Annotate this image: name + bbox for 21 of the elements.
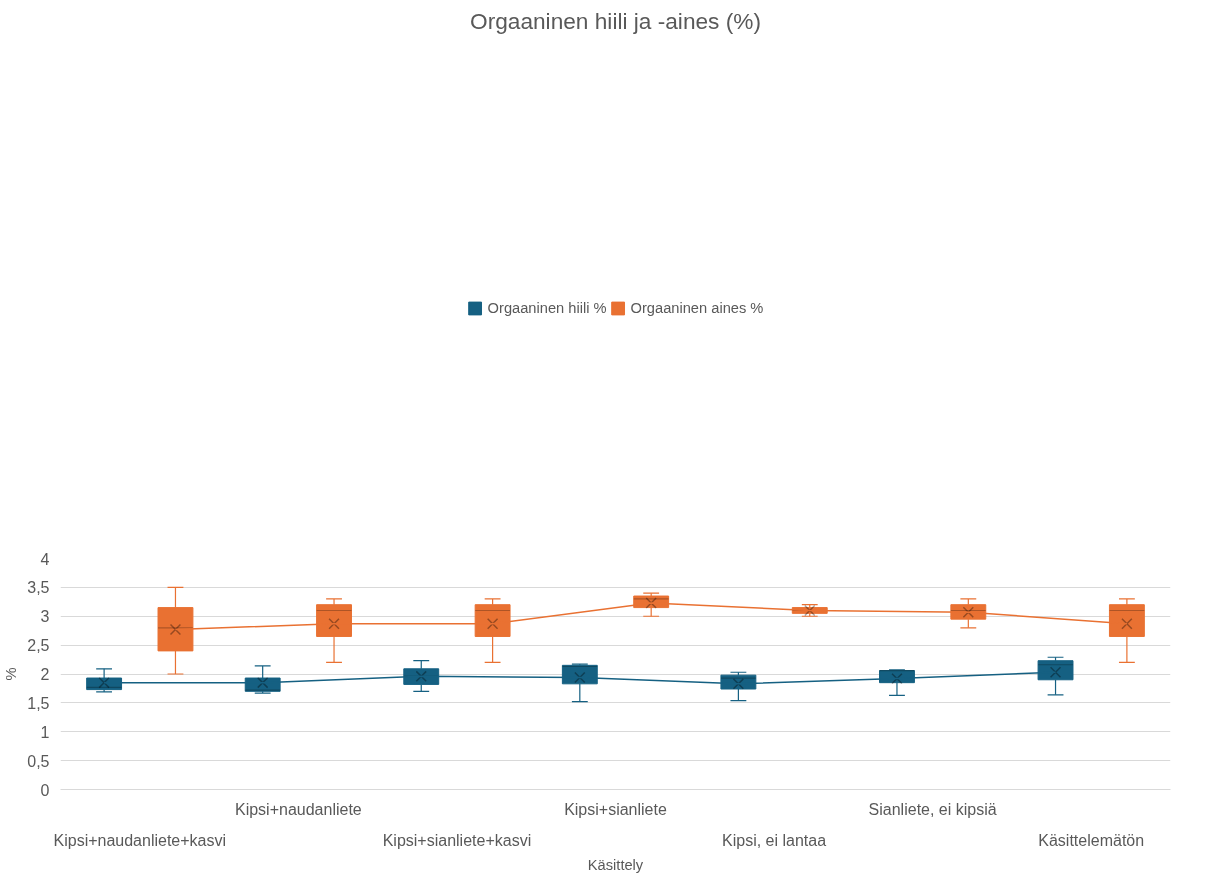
legend-label: Orgaaninen aines % bbox=[630, 300, 764, 316]
x-tick-label: Kipsi+sianliete+kasvi bbox=[382, 831, 532, 849]
y-tick-label: 3 bbox=[40, 608, 50, 626]
legend-label: Orgaaninen hiili % bbox=[487, 300, 607, 316]
x-tick-label: Kipsi+sianliete bbox=[564, 800, 667, 818]
y-tick-label: 2,5 bbox=[27, 637, 50, 655]
y-tick-label: 2 bbox=[40, 666, 50, 683]
y-tick-label: 4 bbox=[40, 550, 50, 568]
x-tick-label: Kipsi+naudanliete+kasvi bbox=[53, 831, 227, 849]
x-tick-label: Kipsi, ei lantaa bbox=[722, 831, 827, 849]
y-tick-label: 1,5 bbox=[27, 694, 50, 712]
y-tick-label: 3,5 bbox=[27, 579, 50, 597]
chart-title: Orgaaninen hiili ja -aines (%) bbox=[470, 7, 761, 34]
y-tick-label: 0 bbox=[40, 781, 50, 799]
y-axis-title: % bbox=[3, 667, 20, 681]
x-tick-label: Kipsi+naudanliete bbox=[234, 800, 362, 818]
x-axis-title: Käsittely bbox=[587, 856, 644, 873]
y-tick-label: 0,5 bbox=[27, 752, 50, 770]
x-tick-label: Käsittelemätön bbox=[1038, 831, 1145, 849]
y-tick-label: 1 bbox=[40, 723, 50, 741]
x-tick-label: Sianliete, ei kipsiä bbox=[868, 800, 997, 818]
